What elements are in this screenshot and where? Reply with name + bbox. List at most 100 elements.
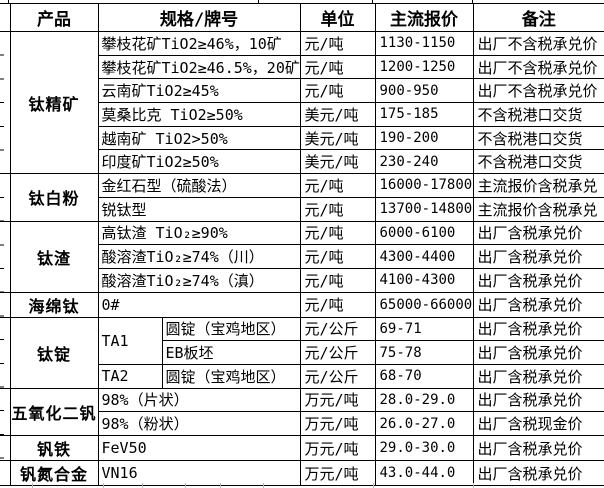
price-cell: 6000-6100 bbox=[374, 220, 474, 246]
unit-cell: 元/吨 bbox=[299, 78, 376, 104]
spec-cell: 锐钛型 bbox=[97, 196, 301, 222]
note-header-cell: 备注 bbox=[472, 3, 604, 32]
product-cell: 钛锭 bbox=[9, 316, 99, 389]
spec-cell: FeV50 bbox=[97, 435, 301, 461]
price-cell: 75-78 bbox=[374, 340, 474, 365]
note-cell: 出厂含税承兑价 bbox=[472, 267, 604, 293]
table-row: 海绵钛 0# 元/吨 65000-66000 出厂含税承兑价 bbox=[0, 291, 604, 318]
grid-tick bbox=[372, 0, 373, 3]
grade-cell: TA1 bbox=[97, 316, 163, 365]
spec-cell: 莫桑比克 TiO2≥50% bbox=[97, 102, 301, 127]
spec-cell: 98%（片状） bbox=[97, 387, 301, 413]
table-row: 钒铁 FeV50 万元/吨 29.0-30.0 出厂含税承兑价 bbox=[0, 435, 604, 461]
grid-tick bbox=[142, 483, 143, 488]
spec-cell: VN16 bbox=[97, 460, 301, 486]
spec-cell: 金红石型（硫酸法） bbox=[97, 173, 301, 198]
table-row: 莫桑比克 TiO2≥50% 美元/吨 175-185 不含税港口交货 bbox=[0, 102, 604, 127]
unit-cell: 元/吨 bbox=[299, 173, 376, 198]
spec-cell: 攀枝花矿TiO2≥46%，10矿 bbox=[97, 31, 301, 56]
grid-tick bbox=[8, 0, 9, 3]
table-row: 五氧化二钒 98%（片状） 万元/吨 28.0-29.0 出厂含税承兑价 bbox=[0, 387, 604, 437]
note-cell: 出厂含税现金价 bbox=[472, 411, 604, 436]
price-cell: 230-240 bbox=[374, 149, 474, 175]
grid-tick bbox=[185, 483, 186, 488]
note-cell: 主流报价含税承兑 bbox=[472, 173, 604, 198]
grid-tick bbox=[103, 483, 104, 488]
unit-cell: 元/吨 bbox=[299, 267, 376, 293]
note-cell: 不含税港口交货 bbox=[472, 149, 604, 175]
unit-cell: 美元/吨 bbox=[299, 125, 376, 151]
unit-cell: 万元/吨 bbox=[299, 435, 376, 461]
note-cell: 不含税港口交货 bbox=[472, 102, 604, 127]
product-cell: 钛精矿 bbox=[9, 30, 99, 175]
price-cell: 16000-17800 bbox=[374, 173, 474, 198]
price-cell: 43.0-44.0 bbox=[374, 460, 474, 486]
table-row: 钛锭 TA1 圆锭（宝鸡地区） 元/公斤 69-71 出厂含税承兑价 bbox=[0, 316, 604, 389]
unit-cell: 美元/吨 bbox=[299, 102, 376, 127]
unit-cell: 元/吨 bbox=[299, 54, 376, 80]
note-cell: 出厂含税承兑价 bbox=[472, 363, 604, 389]
table-row: 酸溶渣TiO₂≥74%（川） 元/吨 4300-4400 出厂含税承兑价 bbox=[0, 244, 604, 269]
table-row: 云南矿TiO2≥45% 元/吨 900-950 出厂不含税承兑价 bbox=[0, 78, 604, 104]
note-cell: 出厂不含税承兑价 bbox=[472, 31, 604, 56]
product-cell: 钒铁 bbox=[9, 435, 99, 461]
price-cell: 4300-4400 bbox=[374, 244, 474, 269]
note-cell: 出厂不含税承兑价 bbox=[472, 78, 604, 104]
spec-cell: 酸溶渣TiO₂≥74%（川） bbox=[97, 244, 301, 269]
price-cell: 69-71 bbox=[374, 316, 474, 342]
note-cell: 不含税港口交货 bbox=[472, 125, 604, 151]
note-cell: 出厂含税承兑价 bbox=[472, 316, 604, 342]
note-cell: 出厂含税承兑价 bbox=[472, 340, 604, 365]
price-cell: 1130-1150 bbox=[374, 31, 474, 56]
unit-cell: 美元/吨 bbox=[299, 149, 376, 175]
unit-cell: 元/吨 bbox=[299, 244, 376, 269]
spec-cell: EB板坯 bbox=[161, 340, 301, 365]
grid-tick bbox=[473, 483, 474, 488]
price-cell: 1200-1250 bbox=[374, 54, 474, 80]
corner-cell bbox=[0, 3, 11, 32]
spec-header-cell: 规格/牌号 bbox=[97, 3, 301, 32]
price-table: 产品 规格/牌号 单位 主流报价 备注 钛精矿 攀枝花矿TiO2≥46%，10矿… bbox=[0, 3, 604, 486]
price-cell: 175-185 bbox=[374, 102, 474, 127]
note-cell: 出厂不含税承兑价 bbox=[472, 54, 604, 80]
unit-cell: 元/吨 bbox=[299, 196, 376, 222]
spec-cell: 98%（粉状） bbox=[97, 411, 301, 436]
table-row: TA2 圆锭（宝鸡地区） 元/公斤 68-70 出厂含税承兑价 bbox=[0, 363, 604, 389]
unit-cell: 元/公斤 bbox=[299, 316, 376, 342]
grid-tick bbox=[258, 0, 259, 3]
note-cell: 出厂含税承兑价 bbox=[472, 435, 604, 461]
price-cell: 29.0-30.0 bbox=[374, 435, 474, 461]
spec-cell: 越南矿 TiO2>50% bbox=[97, 125, 301, 151]
note-cell: 出厂含税承兑价 bbox=[472, 244, 604, 269]
table-row: 98%（粉状） 万元/吨 26.0-27.0 出厂含税现金价 bbox=[0, 411, 604, 436]
note-cell: 出厂含税承兑价 bbox=[472, 387, 604, 413]
spec-cell: 圆锭（宝鸡地区） bbox=[161, 363, 301, 389]
unit-cell: 元/公斤 bbox=[299, 363, 376, 389]
product-header-cell: 产品 bbox=[9, 3, 99, 32]
note-cell: 主流报价含税承兑 bbox=[472, 196, 604, 222]
note-cell: 出厂含税承兑价 bbox=[472, 291, 604, 318]
price-cell: 190-200 bbox=[374, 125, 474, 151]
unit-cell: 元/吨 bbox=[299, 31, 376, 56]
product-cell: 钛白粉 bbox=[9, 173, 99, 222]
spec-cell: 云南矿TiO2≥45% bbox=[97, 78, 301, 104]
price-cell: 13700-14800 bbox=[374, 196, 474, 222]
grid-tick bbox=[373, 483, 374, 488]
product-cell: 钛渣 bbox=[9, 220, 99, 293]
price-cell: 28.0-29.0 bbox=[374, 387, 474, 413]
unit-header-cell: 单位 bbox=[299, 3, 376, 32]
unit-cell: 元/吨 bbox=[299, 291, 376, 318]
spec-cell: 圆锭（宝鸡地区） bbox=[161, 316, 301, 342]
grid-tick bbox=[472, 0, 473, 3]
product-cell: 海绵钛 bbox=[9, 291, 99, 318]
table-row: 钛渣 高钛渣 TiO₂≥90% 元/吨 6000-6100 出厂含税承兑价 bbox=[0, 220, 604, 293]
spec-cell: 印度矿TiO2≥50% bbox=[97, 149, 301, 175]
unit-cell: 万元/吨 bbox=[299, 387, 376, 413]
grid-tick bbox=[0, 32, 4, 481]
spec-cell: 0# bbox=[97, 291, 301, 318]
table-row: 攀枝花矿TiO2≥46.5%，20矿 元/吨 1200-1250 出厂不含税承兑… bbox=[0, 54, 604, 80]
spec-cell: 高钛渣 TiO₂≥90% bbox=[97, 220, 301, 246]
table-row: 钛精矿 攀枝花矿TiO2≥46%，10矿 元/吨 1130-1150 出厂不含税… bbox=[0, 30, 604, 175]
table-row: EB板坯 元/公斤 75-78 出厂含税承兑价 bbox=[0, 340, 604, 365]
